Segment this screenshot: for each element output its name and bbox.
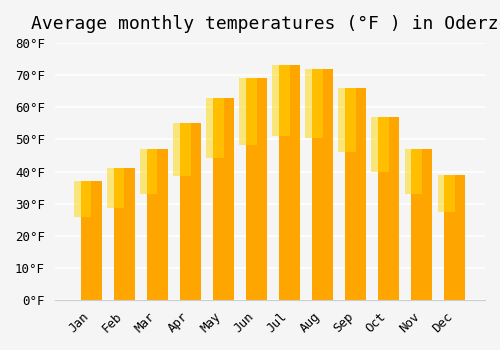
Bar: [80, 181, 102, 300]
Bar: [140, 149, 158, 194]
Bar: [312, 69, 334, 300]
Bar: [213, 98, 234, 300]
Bar: [272, 65, 289, 136]
Bar: [246, 78, 268, 300]
Bar: [240, 78, 256, 145]
Bar: [174, 123, 190, 176]
Bar: [108, 168, 124, 208]
Bar: [74, 181, 92, 217]
Bar: [180, 123, 202, 300]
Bar: [444, 175, 466, 300]
Bar: [404, 149, 421, 194]
Bar: [378, 117, 400, 300]
Bar: [306, 69, 322, 138]
Bar: [147, 149, 168, 300]
Bar: [411, 149, 432, 300]
Bar: [438, 175, 454, 212]
Bar: [372, 117, 388, 172]
Bar: [114, 168, 135, 300]
Bar: [279, 65, 300, 300]
Bar: [345, 88, 366, 300]
Title: Average monthly temperatures (°F ) in Oderzo: Average monthly temperatures (°F ) in Od…: [30, 15, 500, 33]
Bar: [338, 88, 355, 152]
Bar: [206, 98, 224, 158]
